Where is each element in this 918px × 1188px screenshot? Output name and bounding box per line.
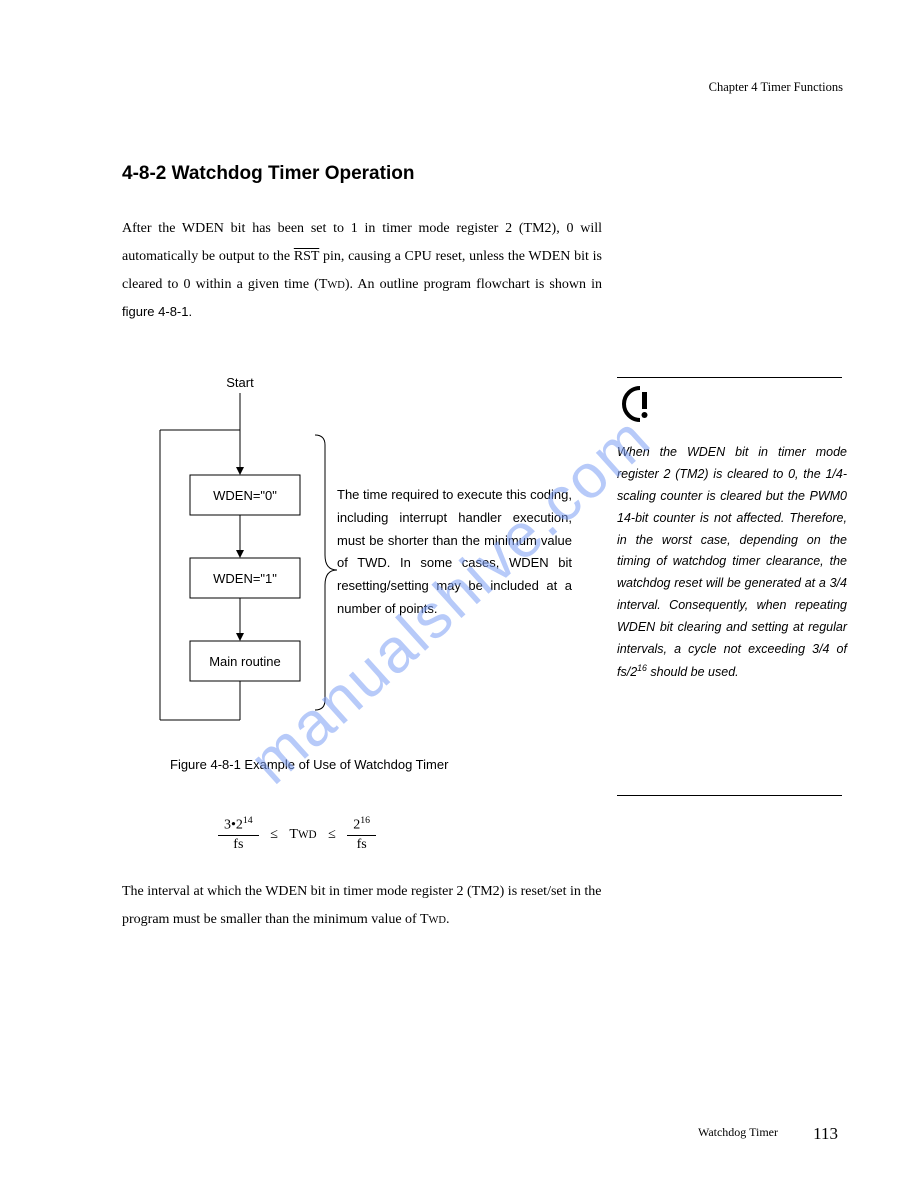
figure-caption: Figure 4-8-1 Example of Use of Watchdog … [170,757,448,772]
formula-left-frac: 3•214 fs [218,815,259,854]
section-number: 4-8-2 [122,163,166,184]
intro-twd-sub: WD [327,280,345,291]
callout-bottom-rule [617,795,842,796]
flowchart-diagram: Start WDEN="0" WDEN="1" Main routine [145,375,345,745]
closing-b: . [446,912,450,927]
formula-right-den: fs [347,836,376,854]
footer-title: Watchdog Timer [698,1125,778,1140]
flowchart-note: The time required to execute this coding… [337,484,572,621]
leq-1: ≤ [270,827,278,843]
callout-top-rule [617,377,842,378]
formula-right-num-exp: 16 [360,815,370,826]
callout-body-b: should be used. [647,665,739,679]
flow-box3-label: Main routine [209,654,281,669]
formula-left-num-a: 3•2 [224,818,243,833]
formula: 3•214 fs ≤ TWD ≤ 216 fs [218,815,376,854]
leq-2: ≤ [328,827,336,843]
section-title: 4-8-2 Watchdog Timer Operation [122,163,414,185]
intro-c: ). An outline program flowchart is shown… [345,277,602,292]
formula-left-num-exp: 14 [243,815,253,826]
section-title-text: Watchdog Timer Operation [172,163,415,184]
formula-right-frac: 216 fs [347,815,376,854]
closing-twd-sub: WD [429,915,447,926]
arrow-head-icon [236,467,244,475]
intro-figref: figure 4-8-1. [122,304,192,319]
formula-mid-sc: WD [298,829,317,841]
formula-mid-a: T [289,827,298,842]
warning-icon [620,384,660,424]
arrow-head-icon [236,550,244,558]
intro-paragraph: After the WDEN bit has been set to 1 in … [122,215,602,327]
callout-body-a: When the WDEN bit in timer mode register… [617,445,847,679]
closing-paragraph: The interval at which the WDEN bit in ti… [122,878,612,934]
flow-box2-label: WDEN="1" [213,571,277,586]
callout-body: When the WDEN bit in timer mode register… [617,442,847,684]
brace-icon [315,435,337,710]
arrow-head-icon [236,633,244,641]
callout-body-exp: 16 [637,663,647,673]
closing-a: The interval at which the WDEN bit in ti… [122,884,602,927]
formula-left-den: fs [218,836,259,854]
chapter-header: Chapter 4 Timer Functions [709,80,843,95]
flow-box1-label: WDEN="0" [213,488,277,503]
formula-twd: TWD [289,827,316,843]
flow-start-label: Start [226,375,254,390]
footer-page-number: 113 [813,1124,838,1144]
rst-overline: RST [294,249,319,264]
